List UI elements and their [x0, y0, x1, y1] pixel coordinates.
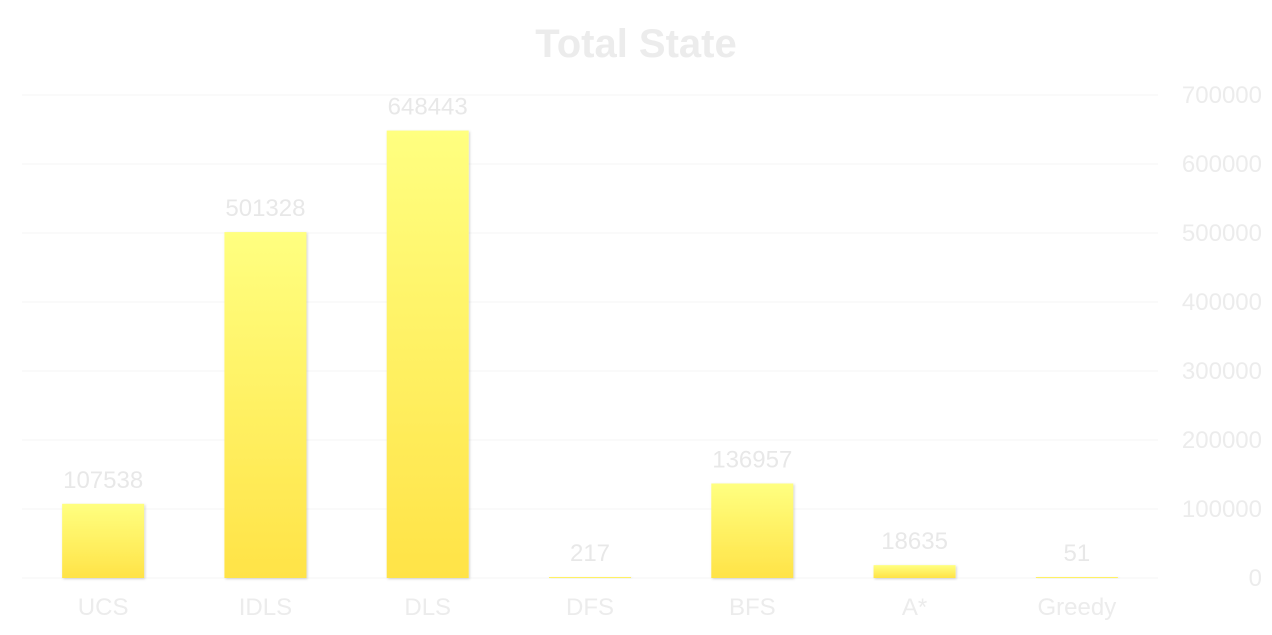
data-label-dls: 648443 — [388, 94, 468, 121]
y-tick-label-4: 400000 — [1182, 289, 1262, 316]
data-label-greedy: 51 — [1064, 540, 1091, 567]
data-label-ucs: 107538 — [63, 467, 143, 494]
data-labels: 107538 501328 648443 217 136957 18635 51 — [63, 94, 1090, 567]
chart-title: Total State — [535, 22, 737, 66]
y-tick-label-0: 0 — [1249, 565, 1262, 592]
y-tick-label-5: 500000 — [1182, 220, 1262, 247]
y-tick-label-2: 200000 — [1182, 427, 1262, 454]
bar-idls — [224, 232, 307, 578]
category-label-ucs: UCS — [78, 594, 129, 621]
category-label-dfs: DFS — [566, 594, 614, 621]
data-label-dfs: 217 — [570, 540, 610, 567]
y-tick-label-1: 100000 — [1182, 496, 1262, 523]
y-axis-ticks: 0 100000 200000 300000 400000 500000 600000 700… — [1182, 82, 1262, 592]
y-tick-label-3: 300000 — [1182, 358, 1262, 385]
category-label-idls: IDLS — [239, 594, 292, 621]
category-label-greedy: Greedy — [1038, 594, 1117, 621]
bar-bfs — [711, 483, 794, 578]
category-label-dls: DLS — [404, 594, 451, 621]
bar-dfs — [549, 577, 631, 578]
bar-ucs — [62, 503, 145, 578]
y-tick-label-6: 600000 — [1182, 151, 1262, 178]
x-axis-categories: UCS IDLS DLS DFS BFS A* Greedy — [78, 594, 1116, 621]
bar-greedy — [1035, 577, 1118, 578]
data-label-bfs: 136957 — [712, 446, 792, 473]
category-label-a: A* — [902, 594, 927, 621]
bar-dls — [386, 130, 469, 578]
y-tick-label-7: 700000 — [1182, 82, 1262, 109]
category-label-bfs: BFS — [729, 594, 776, 621]
data-label-a: 18635 — [881, 528, 948, 555]
gridlines — [22, 94, 1158, 579]
data-label-idls: 501328 — [225, 195, 305, 222]
bars — [62, 130, 1118, 578]
bar-a — [873, 565, 956, 578]
